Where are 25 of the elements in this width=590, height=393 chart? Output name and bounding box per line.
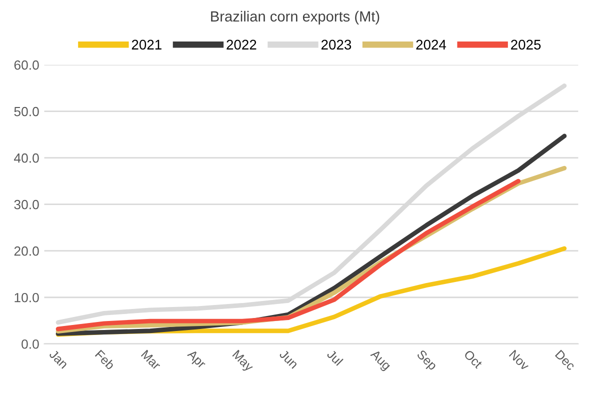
legend-label: 2025 [511, 40, 541, 50]
x-tick-label: Jul [326, 348, 344, 366]
y-tick-label: 60.0 [14, 60, 39, 70]
legend-label: 2022 [226, 40, 256, 50]
chart-title: Brazilian corn exports (Mt) [211, 10, 380, 24]
legend-label: 2023 [321, 40, 352, 50]
y-tick-label: 0.0 [22, 339, 39, 349]
legend-label: 2024 [416, 40, 446, 50]
y-tick-label: 10.0 [14, 292, 39, 302]
y-tick-label: 50.0 [14, 106, 39, 116]
legend-label: 2021 [132, 40, 162, 50]
x-tick-label: Nov [508, 350, 530, 371]
x-tick-label: Jan [48, 349, 68, 369]
x-tick-label: Apr [185, 349, 207, 371]
line-series [56, 178, 521, 332]
x-tick-label: Oct [464, 349, 484, 369]
y-tick-label: 30.0 [14, 200, 39, 210]
x-tick-label: Dec [554, 350, 576, 371]
x-tick-label: Jun [278, 349, 299, 369]
x-tick-label: Mar [140, 350, 162, 370]
y-tick-label: 20.0 [14, 246, 39, 256]
x-tick-label: Feb [94, 349, 116, 370]
x-tick-label: Sep [414, 349, 438, 372]
x-tick-label: Aug [368, 349, 392, 372]
y-tick-label: 40.0 [14, 153, 39, 163]
